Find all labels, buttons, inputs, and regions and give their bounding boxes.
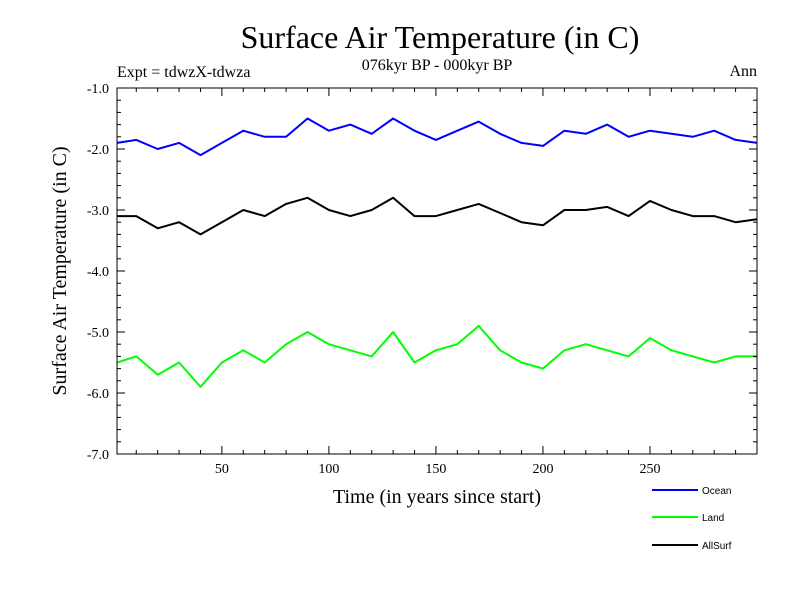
x-tick-label: 250 <box>639 462 660 477</box>
y-tick-label: -3.0 <box>87 204 109 219</box>
legend: Ocean Land AllSurf <box>652 486 732 552</box>
y-axis-label: Surface Air Temperature (in C) <box>49 146 71 395</box>
y-tick-label: -4.0 <box>87 265 109 280</box>
series-line-land <box>116 324 757 388</box>
series-layer <box>116 117 758 388</box>
y-tick-label: -2.0 <box>87 143 109 158</box>
y-tick-label: -1.0 <box>87 82 109 97</box>
plot-frame <box>116 87 758 455</box>
y-tick-label: -7.0 <box>87 448 109 463</box>
x-tick-label: 100 <box>318 462 339 477</box>
season-label: Ann <box>729 63 757 80</box>
x-tick-label: 200 <box>532 462 553 477</box>
experiment-label: Expt = tdwzX-tdwza <box>117 64 250 81</box>
y-tick-label: -6.0 <box>87 387 109 402</box>
x-tick-label: 50 <box>215 462 229 477</box>
chart-title: Surface Air Temperature (in C) <box>241 19 640 55</box>
chart-subtitle: 076kyr BP - 000kyr BP <box>362 57 513 74</box>
legend-label-allsurf: AllSurf <box>702 541 732 552</box>
x-tick-label: 150 <box>425 462 446 477</box>
x-axis-label: Time (in years since start) <box>333 486 541 508</box>
series-line-ocean <box>116 117 758 157</box>
y-tick-label: -5.0 <box>87 326 109 341</box>
legend-label-ocean: Ocean <box>702 486 731 497</box>
ticks-layer: 50 100 150 200 250 -1.0 -2.0 -3.0 -4.0 -5.0 -6.0 -7… <box>87 82 757 477</box>
legend-label-land: Land <box>702 513 724 524</box>
series-line-allsurf <box>117 196 758 236</box>
